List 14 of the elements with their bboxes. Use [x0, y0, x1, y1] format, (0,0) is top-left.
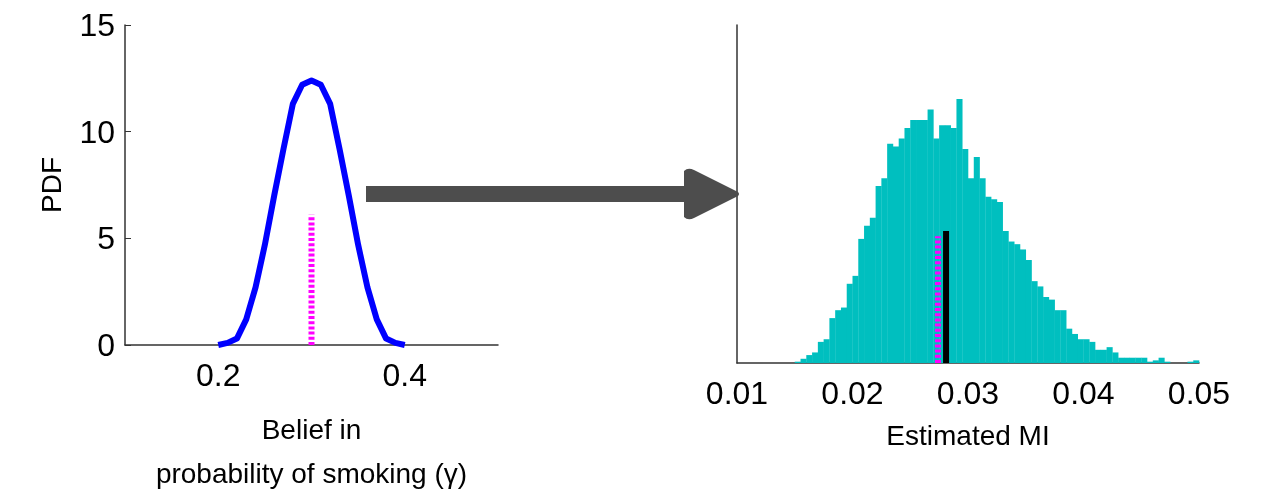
x-tick-label: 0.02 [821, 375, 884, 411]
x-axis-title: Estimated MI [886, 420, 1050, 452]
x-tick-label: 0.2 [196, 357, 241, 393]
y-tick-label: 0 [97, 327, 115, 363]
x-tick-label: 0.4 [382, 357, 427, 393]
x-tick-label: 0.03 [936, 375, 1000, 411]
y-tick-label: 5 [97, 220, 115, 257]
x-tick-label: 0.05 [1167, 375, 1231, 411]
x-axis-title: Belief in probability of smoking (γ) [155, 413, 468, 489]
x-tick-label: 0.01 [705, 375, 769, 411]
y-axis-title: PDF [35, 157, 67, 213]
y-tick-label: 10 [79, 113, 115, 150]
x-tick-label: 0.04 [1052, 375, 1115, 411]
y-tick-label: 15 [79, 7, 115, 43]
